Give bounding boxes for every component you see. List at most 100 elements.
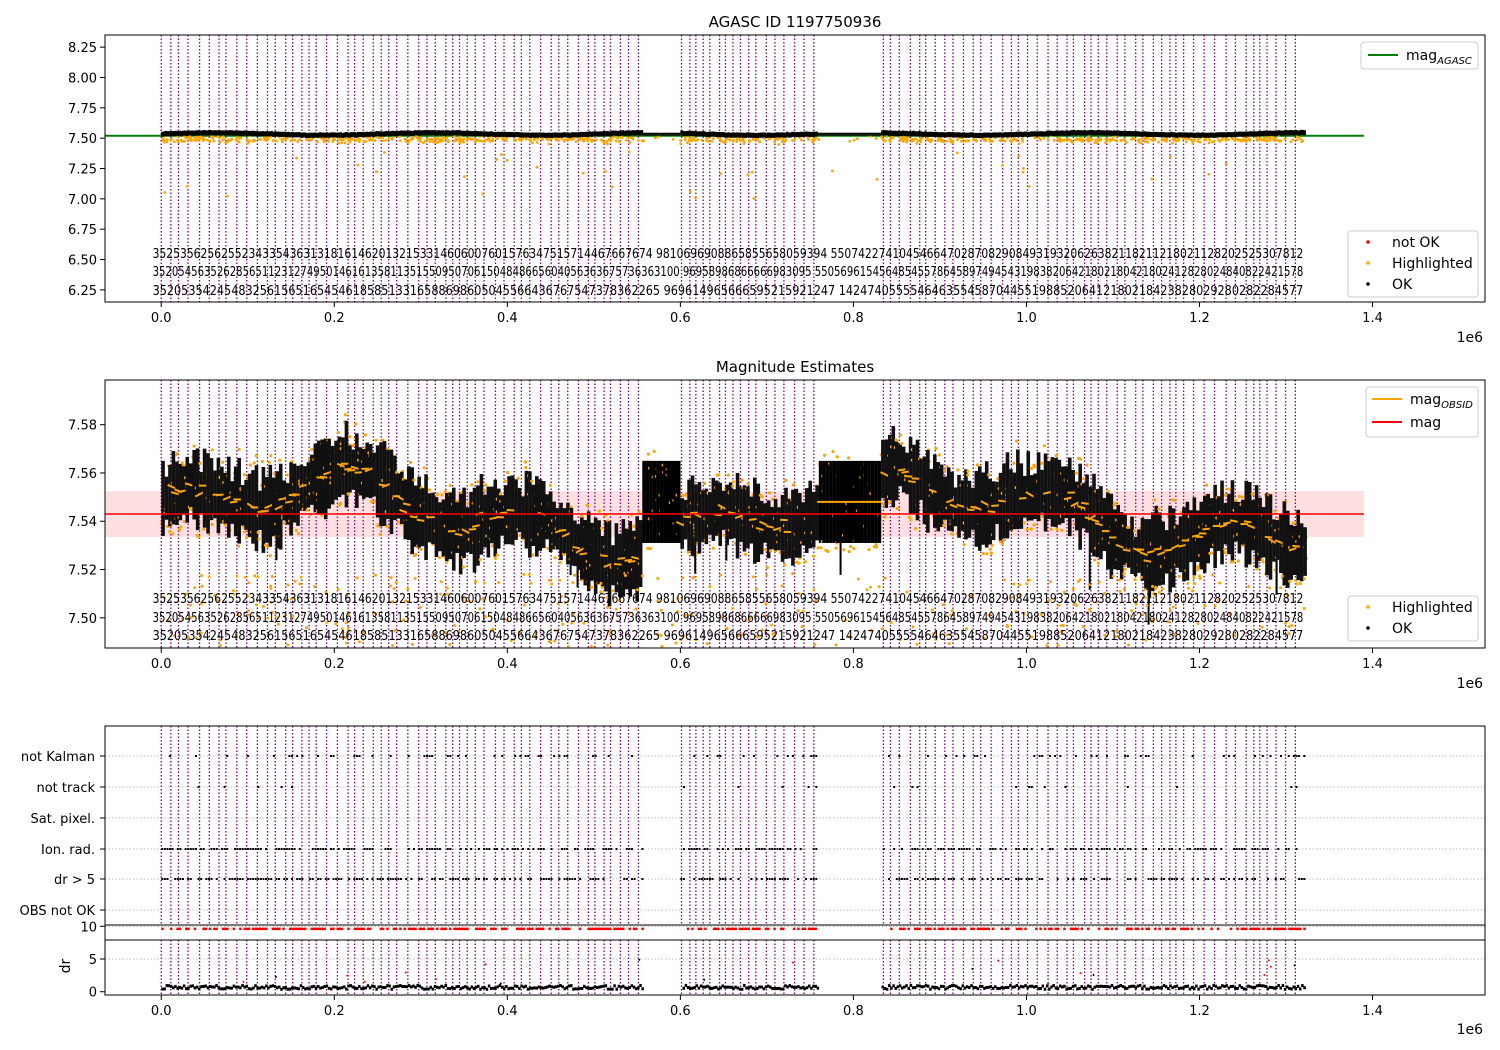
dr-ok-point [427, 987, 430, 991]
highlighted-point [1289, 140, 1293, 144]
ok-point [912, 130, 915, 136]
ok-point [948, 132, 952, 138]
flag-point [641, 878, 644, 880]
highlighted-point [719, 573, 723, 577]
ok-point [1289, 524, 1294, 580]
highlighted-point [186, 636, 190, 640]
dr-ok-point [358, 984, 361, 988]
flag-point [695, 848, 698, 850]
flag-point [566, 848, 569, 850]
highlighted-point [1049, 527, 1053, 531]
highlighted-point [389, 576, 393, 580]
dr-ok-point [247, 987, 251, 991]
ok-point [1157, 132, 1161, 138]
highlighted-point [175, 451, 179, 456]
ok-point [801, 132, 805, 138]
ok-point [496, 131, 500, 137]
flag-point [794, 848, 797, 850]
ok-point [569, 507, 574, 566]
flag-point [200, 848, 203, 850]
ok-point [1088, 130, 1092, 136]
ok-point [455, 502, 460, 554]
ok-point [1016, 131, 1019, 137]
flag-point [384, 848, 387, 850]
highlighted-point [847, 635, 851, 639]
ok-point [356, 132, 360, 138]
highlighted-point [618, 140, 621, 143]
ok-point [261, 131, 265, 137]
highlighted-point [216, 135, 220, 139]
dr-ok-point [496, 985, 500, 989]
dr-ok-point [249, 987, 253, 991]
ok-point [306, 462, 311, 508]
highlighted-point [835, 455, 839, 459]
ok-point [192, 130, 195, 136]
flag-point [1233, 878, 1236, 880]
ok-point [261, 466, 266, 553]
dr-ok-point [505, 985, 508, 989]
highlighted-point [481, 597, 485, 601]
ok-point [503, 131, 507, 137]
ok-point [1251, 131, 1254, 137]
flag-point [1030, 878, 1033, 880]
ok-point [614, 130, 618, 136]
ok-point [1081, 130, 1085, 136]
highlighted-point [1233, 633, 1237, 637]
dr-ok-point [399, 984, 402, 988]
panel2-y-tick-label: 7.50 [68, 612, 97, 627]
highlighted-point [377, 136, 381, 140]
flag-point [812, 878, 815, 880]
panel1-legend-top: magAGASC [1360, 41, 1479, 70]
highlighted-point [404, 138, 408, 141]
ok-point [327, 438, 331, 509]
dr-not-ok-point [440, 927, 443, 931]
highlighted-point [1103, 591, 1107, 595]
highlighted-point [1071, 587, 1075, 591]
dr-not-ok-point [297, 927, 301, 931]
flag-point [291, 755, 294, 757]
highlighted-point [208, 140, 212, 144]
highlighted-point [1000, 542, 1005, 546]
flag-point [433, 878, 436, 880]
highlighted-point [282, 521, 287, 525]
flag-point [1266, 848, 1269, 850]
highlighted-point [554, 137, 558, 141]
ok-point [1012, 472, 1017, 530]
ok-point [1251, 500, 1255, 551]
ok-point [798, 492, 802, 558]
flag-point [558, 878, 561, 880]
highlighted-point [355, 576, 359, 580]
ok-point [323, 132, 327, 138]
flag-point [594, 878, 597, 880]
flag-point [760, 878, 763, 880]
ok-point [753, 477, 757, 564]
ok-point [1000, 132, 1004, 138]
ok-point [398, 130, 401, 136]
flag-point [1139, 755, 1142, 757]
highlighted-point [1021, 170, 1025, 174]
ok-point [893, 130, 896, 136]
highlighted-point [1025, 527, 1029, 532]
ok-point [1130, 131, 1133, 137]
highlighted-point [1197, 574, 1201, 578]
highlighted-point [260, 459, 264, 464]
highlighted-point [476, 480, 480, 484]
highlighted-point [221, 135, 225, 138]
ok-point [804, 131, 808, 137]
highlighted-point [773, 140, 776, 144]
highlighted-point [503, 479, 507, 483]
dr-ok-point [490, 987, 493, 991]
ok-point [1239, 131, 1242, 137]
highlighted-point [193, 135, 196, 139]
ok-point [1035, 131, 1038, 137]
highlighted-point [907, 515, 912, 519]
dr-not-ok-point [193, 927, 197, 931]
ok-point [251, 130, 254, 136]
ok-point [633, 130, 637, 136]
flag-point [1194, 848, 1197, 850]
highlighted-point [411, 642, 415, 646]
flag-point [239, 878, 242, 880]
ok-point [1284, 130, 1287, 136]
highlighted-point [201, 136, 205, 140]
ok-point [1114, 130, 1118, 136]
